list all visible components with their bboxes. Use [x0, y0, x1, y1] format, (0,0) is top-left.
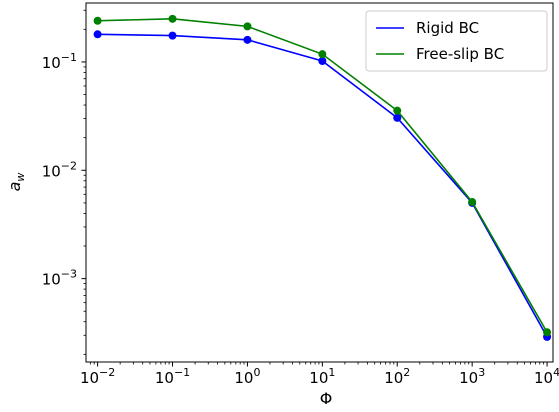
series-layer	[93, 14, 552, 341]
legend-box	[365, 10, 548, 72]
data-point-2-2	[168, 14, 177, 23]
legend-label-2: Free-slip BC	[416, 45, 504, 63]
x-tick-label-3: 100	[234, 366, 260, 387]
data-point-2-6	[468, 197, 477, 206]
data-point-2-4	[318, 50, 327, 59]
ticks: 10−2 10−1 100 101 102 103 104 10−3 10−2 10−1	[42, 9, 559, 387]
y-tick-label-3: 10−1	[42, 51, 77, 72]
plot-frame	[85, 2, 554, 363]
x-tick-label-7: 104	[534, 366, 559, 387]
series-1	[93, 30, 552, 341]
x-tick-label-6: 103	[459, 366, 485, 387]
data-point-1-4	[318, 57, 327, 66]
series-2	[93, 14, 552, 337]
data-point-1-5	[393, 113, 402, 122]
x-tick-label-5: 102	[384, 366, 410, 387]
data-point-2-3	[243, 22, 252, 31]
legend-label-1: Rigid BC	[416, 19, 479, 37]
data-point-2-7	[543, 328, 552, 337]
x-tick-label-4: 101	[309, 366, 335, 387]
data-point-2-5	[393, 106, 402, 115]
x-tick-label-1: 10−2	[80, 366, 115, 387]
data-point-1-3	[243, 35, 252, 44]
data-point-2-1	[93, 16, 102, 25]
data-point-1-1	[93, 30, 102, 39]
x-tick-label-2: 10−1	[155, 366, 190, 387]
plot-border	[85, 2, 554, 363]
x-axis-label: Φ	[320, 389, 333, 408]
y-tick-label-1: 10−3	[42, 268, 77, 289]
data-point-1-2	[168, 31, 177, 40]
y-axis-label: aw	[5, 173, 27, 192]
series-line-1	[97, 33, 548, 338]
legend: Rigid BC Free-slip BC	[365, 10, 548, 72]
y-tick-label-2: 10−2	[42, 159, 77, 180]
axis-labels: Φ aw	[5, 173, 332, 408]
